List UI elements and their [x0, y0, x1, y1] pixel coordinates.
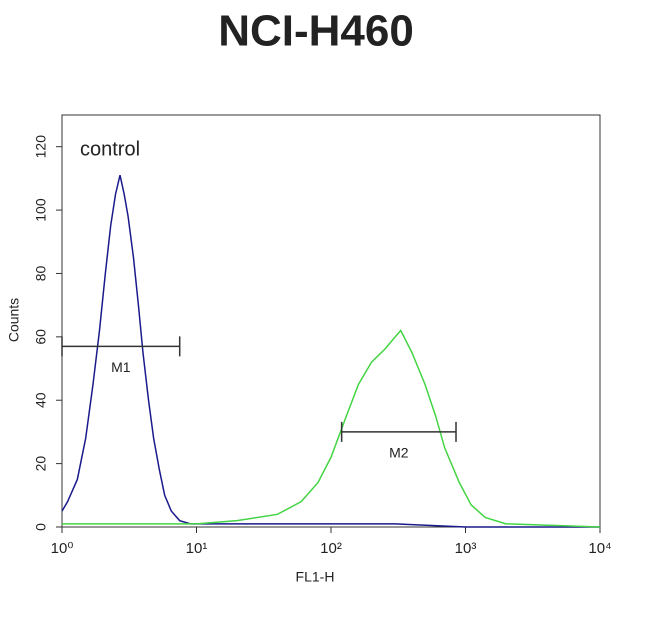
gate-marker	[61, 336, 181, 357]
y-tick-label: 60	[33, 329, 49, 345]
y-tick-label: 0	[33, 523, 49, 531]
gate-label: M2	[389, 445, 409, 461]
chart-title: NCI-H460	[218, 7, 414, 56]
x-tick-label: 10²	[320, 540, 342, 557]
series-label: control	[80, 138, 140, 160]
y-tick-label: 100	[33, 198, 49, 222]
plot-frame	[61, 114, 601, 528]
x-axis-label: FL1-H	[296, 569, 335, 585]
series-line	[62, 329, 601, 528]
y-tick-label: 20	[33, 456, 49, 472]
y-tick-label: 120	[33, 135, 49, 159]
y-tick-label: 40	[33, 392, 49, 408]
x-tick-label: 10³	[455, 540, 477, 557]
gate-marker	[340, 421, 457, 442]
x-tick-label: 10⁰	[51, 540, 74, 557]
x-tick-label: 10⁴	[588, 540, 611, 557]
gate-label: M1	[111, 359, 131, 375]
y-axis-label: Counts	[6, 298, 22, 342]
series-line	[61, 175, 600, 528]
y-tick-label: 80	[33, 265, 49, 281]
x-tick-label: 10¹	[186, 540, 208, 557]
